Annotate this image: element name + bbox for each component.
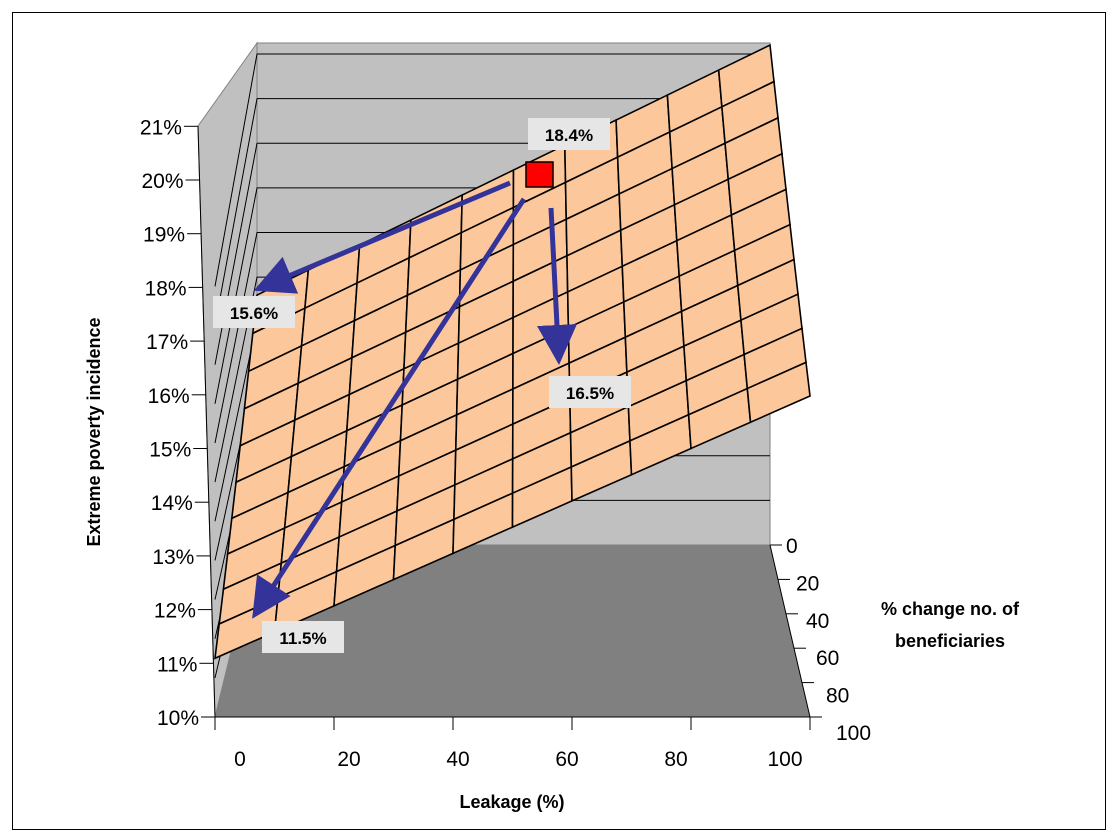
y-tick-label: 10% — [157, 707, 199, 730]
callout-box — [528, 118, 610, 150]
arrow — [252, 197, 527, 619]
depth-tick-label: 20 — [796, 572, 819, 595]
y-tick-label: 15% — [149, 439, 191, 462]
callout-box — [213, 296, 295, 328]
callout-label: 11.5% — [279, 629, 326, 648]
y-tick-label: 13% — [152, 546, 194, 569]
callout-label: 18.4% — [545, 126, 593, 145]
x-tick-label: 60 — [555, 748, 578, 771]
tick-labels: 0 20 40 60 80 100 10% 11% 12% 13% 14% 15% 16% 17% 18% 1… — [140, 116, 871, 771]
x-tick-label: 80 — [664, 748, 687, 771]
callout-label: 15.6% — [230, 304, 278, 323]
depth-axis-title-line2: beneficiaries — [895, 631, 1005, 651]
y-tick-label: 20% — [141, 170, 183, 193]
start-marker — [525, 161, 554, 188]
y-tick-label: 21% — [140, 116, 182, 139]
callout-label: 16.5% — [566, 384, 614, 403]
gridline — [214, 53, 770, 287]
axis-ticks — [183, 125, 822, 730]
y-tick-label: 12% — [154, 600, 196, 623]
arrow — [253, 180, 511, 294]
y-tick-label: 18% — [145, 277, 187, 300]
y-axis-line — [197, 125, 216, 718]
y-tick-label: 11% — [157, 653, 197, 676]
y-tick-label: 17% — [146, 331, 188, 354]
gridline — [214, 98, 770, 326]
depth-tick-label: 80 — [826, 685, 849, 708]
callout-box — [262, 621, 344, 653]
x-axis-title: Leakage (%) — [459, 792, 564, 812]
x-tick-label: 0 — [234, 748, 246, 771]
depth-tick-label: 0 — [786, 535, 798, 558]
callouts: 18.4% 15.6% 16.5% 11.5% — [213, 118, 631, 653]
x-tick-label: 100 — [767, 748, 802, 771]
y-tick-label: 19% — [143, 224, 185, 247]
depth-tick-label: 40 — [806, 610, 829, 633]
x-tick-label: 20 — [337, 748, 360, 771]
y-axis-title: Extreme poverty incidence — [84, 317, 104, 546]
arrow — [537, 207, 577, 365]
depth-tick-label: 60 — [816, 647, 839, 670]
depth-axis-line — [769, 544, 811, 718]
y-tick-label: 14% — [151, 492, 193, 515]
x-tick-label: 40 — [446, 748, 469, 771]
depth-axis-title-line1: % change no. of — [881, 599, 1020, 619]
y-tick-label: 16% — [148, 385, 190, 408]
surface-cell — [746, 361, 811, 424]
callout-box — [549, 376, 631, 408]
depth-tick-label: 100 — [836, 722, 871, 745]
arrows — [252, 161, 577, 619]
